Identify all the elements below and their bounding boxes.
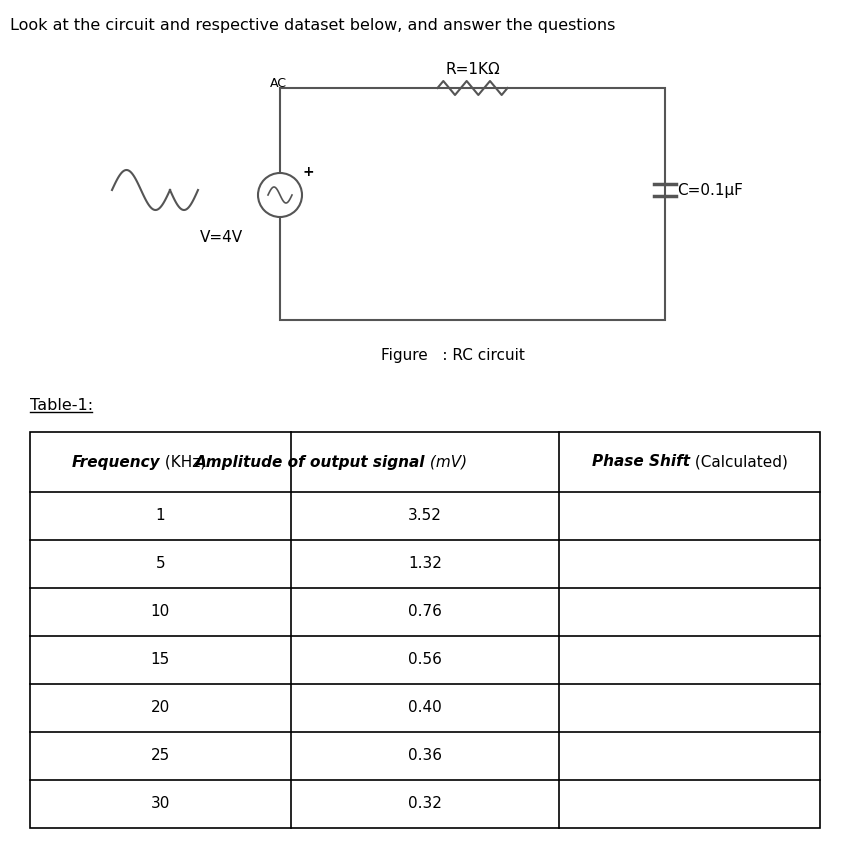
Text: +: + (303, 165, 314, 179)
Text: R=1KΩ: R=1KΩ (445, 62, 500, 77)
Text: Frequency: Frequency (71, 455, 161, 469)
Text: Figure   : RC circuit: Figure : RC circuit (381, 348, 524, 363)
Text: 0.56: 0.56 (408, 652, 442, 668)
Text: (Calculated): (Calculated) (689, 455, 787, 469)
Text: 3.52: 3.52 (408, 509, 442, 523)
Text: 5: 5 (156, 557, 165, 571)
Text: C=0.1μF: C=0.1μF (677, 183, 743, 197)
Text: AC: AC (270, 77, 287, 90)
Text: Phase Shift: Phase Shift (592, 455, 689, 469)
Text: 0.76: 0.76 (408, 605, 442, 619)
Text: Amplitude of output signal: Amplitude of output signal (195, 455, 425, 469)
Text: 10: 10 (150, 605, 170, 619)
Text: V=4V: V=4V (200, 231, 243, 245)
Text: 1.32: 1.32 (408, 557, 442, 571)
Text: 0.36: 0.36 (408, 748, 442, 764)
Bar (280, 88, 665, 320)
Text: 0.32: 0.32 (408, 796, 442, 812)
Bar (30, 432, 820, 828)
Text: 25: 25 (150, 748, 170, 764)
Text: 1: 1 (156, 509, 165, 523)
Text: (KHz): (KHz) (161, 455, 207, 469)
Text: 0.40: 0.40 (408, 700, 442, 716)
Text: Look at the circuit and respective dataset below, and answer the questions: Look at the circuit and respective datas… (10, 18, 615, 33)
Text: 30: 30 (150, 796, 170, 812)
Text: 15: 15 (150, 652, 170, 668)
Text: Table-1:: Table-1: (30, 398, 94, 413)
Text: 20: 20 (150, 700, 170, 716)
Text: (mV): (mV) (425, 455, 468, 469)
Circle shape (258, 173, 302, 217)
